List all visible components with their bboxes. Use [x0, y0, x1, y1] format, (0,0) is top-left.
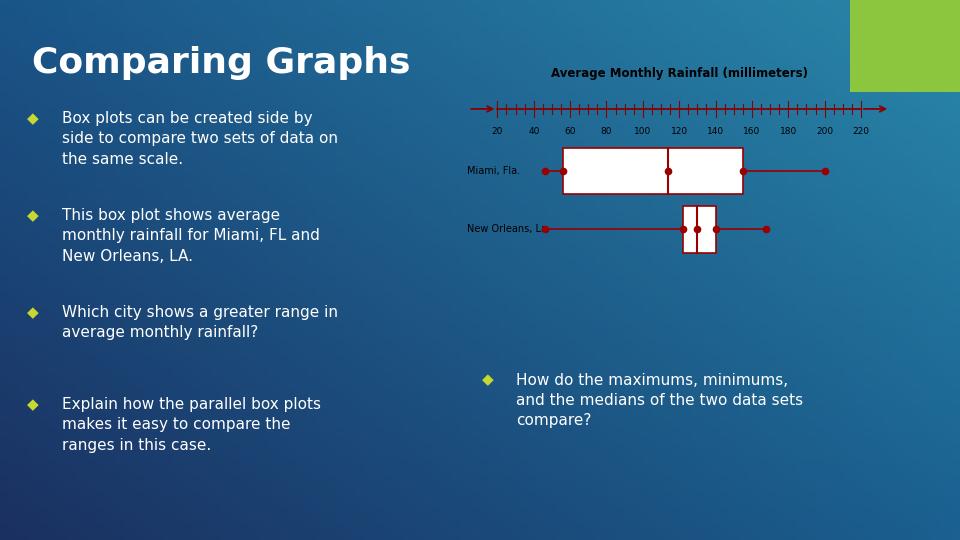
Text: Comparing Graphs: Comparing Graphs — [32, 46, 410, 80]
Text: Box plots can be created side by
side to compare two sets of data on
the same sc: Box plots can be created side by side to… — [62, 111, 338, 166]
Text: 40: 40 — [528, 127, 540, 136]
Text: 120: 120 — [671, 127, 687, 136]
Text: 20: 20 — [492, 127, 503, 136]
Text: This box plot shows average
monthly rainfall for Miami, FL and
New Orleans, LA.: This box plot shows average monthly rain… — [62, 208, 321, 264]
Bar — [850, 0, 960, 92]
Text: 140: 140 — [707, 127, 724, 136]
Bar — [563, 148, 743, 194]
Text: Miami, Fla.: Miami, Fla. — [467, 166, 519, 176]
Text: Which city shows a greater range in
average monthly rainfall?: Which city shows a greater range in aver… — [62, 305, 338, 341]
Text: ◆: ◆ — [27, 208, 38, 223]
Text: ◆: ◆ — [27, 397, 38, 412]
Text: ◆: ◆ — [27, 305, 38, 320]
Text: New Orleans, La.: New Orleans, La. — [467, 224, 549, 234]
Text: 60: 60 — [564, 127, 576, 136]
Text: 100: 100 — [635, 127, 652, 136]
Text: ◆: ◆ — [27, 111, 38, 126]
Text: Average Monthly Rainfall (millimeters): Average Monthly Rainfall (millimeters) — [551, 68, 807, 80]
Text: How do the maximums, minimums,
and the medians of the two data sets
compare?: How do the maximums, minimums, and the m… — [516, 373, 804, 428]
Bar — [683, 206, 715, 253]
Text: 180: 180 — [780, 127, 797, 136]
Text: 220: 220 — [852, 127, 870, 136]
Text: Explain how the parallel box plots
makes it easy to compare the
ranges in this c: Explain how the parallel box plots makes… — [62, 397, 322, 453]
Text: 80: 80 — [601, 127, 612, 136]
Text: 160: 160 — [743, 127, 760, 136]
Text: 200: 200 — [816, 127, 833, 136]
Text: ◆: ◆ — [482, 373, 493, 388]
